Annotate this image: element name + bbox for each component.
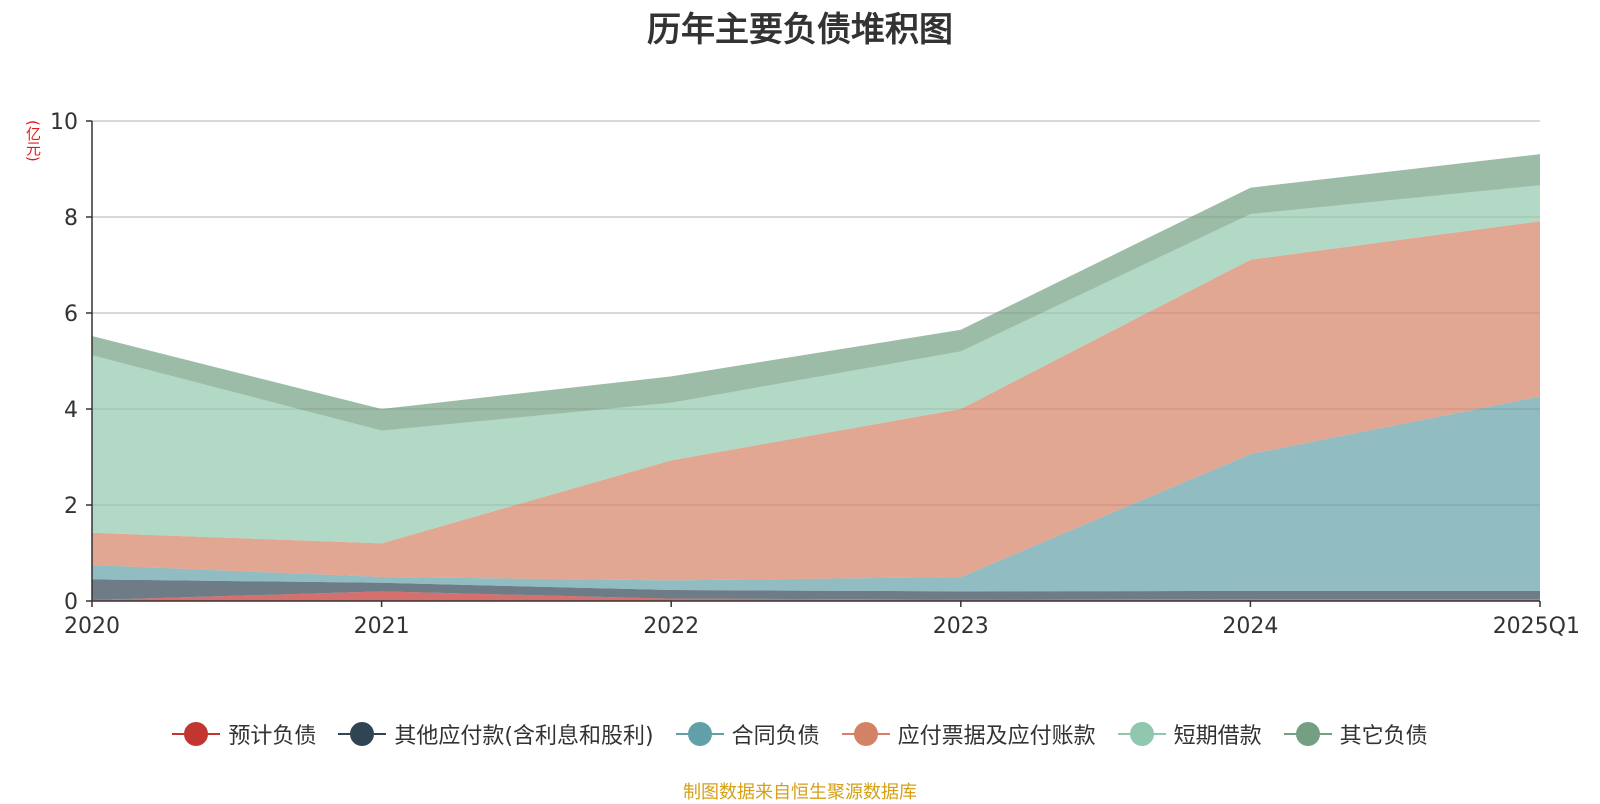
legend-item[interactable]: 合同负债 xyxy=(675,718,820,750)
legend-marker-icon xyxy=(338,721,387,747)
legend-item[interactable]: 其它负债 xyxy=(1283,718,1428,750)
x-tick-label: 2024 xyxy=(1222,614,1278,639)
legend-label: 短期借款 xyxy=(1173,724,1262,749)
x-tick-label: 2020 xyxy=(64,614,120,639)
legend-marker-icon xyxy=(1283,721,1332,747)
y-tick-label: 8 xyxy=(64,206,78,231)
legend-item[interactable]: 短期借款 xyxy=(1117,718,1262,750)
x-tick-labels: 2020 2021 2022 2023 2024 2025Q1 xyxy=(64,614,1580,639)
legend-label: 应付票据及应付账款 xyxy=(897,724,1096,749)
series-area xyxy=(92,185,1540,544)
series-areas xyxy=(92,154,1540,601)
legend-label: 其它负债 xyxy=(1339,724,1428,749)
legend-marker-icon xyxy=(172,721,221,747)
legend-marker-icon xyxy=(675,721,724,747)
y-axis-unit-label: (亿元) xyxy=(24,120,42,162)
legend-marker-icon xyxy=(841,721,890,747)
y-tick-labels: 0 2 4 6 8 10 xyxy=(50,110,78,615)
chart-title: 历年主要负债堆积图 xyxy=(647,10,953,50)
y-tick-label: 4 xyxy=(64,398,78,423)
series-area xyxy=(92,221,1540,581)
legend-label: 预计负债 xyxy=(228,724,317,749)
source-footer: 制图数据来自恒生聚源数据库 xyxy=(683,782,917,803)
legend-marker-icon xyxy=(1117,721,1166,747)
legend-item[interactable]: 预计负债 xyxy=(172,718,316,750)
series-area xyxy=(92,396,1540,592)
legend-item[interactable]: 应付票据及应付账款 xyxy=(841,718,1096,750)
y-tick-label: 0 xyxy=(64,590,78,615)
legend-item[interactable]: 其他应付款(含利息和股利) xyxy=(338,718,654,750)
y-tick-label: 6 xyxy=(64,302,78,327)
axes xyxy=(86,120,1541,607)
legend-label: 合同负债 xyxy=(731,724,820,749)
x-tick-label: 2022 xyxy=(643,614,699,639)
y-tick-label: 2 xyxy=(64,494,78,519)
x-tick-label: 2021 xyxy=(354,614,410,639)
series-area xyxy=(92,591,1540,601)
x-tick-label: 2025Q1 xyxy=(1493,614,1580,639)
series-area xyxy=(92,579,1540,600)
x-tick-label: 2023 xyxy=(933,614,989,639)
series-area xyxy=(92,154,1540,431)
legend-label: 其他应付款(含利息和股利) xyxy=(394,724,654,749)
legend: 预计负债 其他应付款(含利息和股利) 合同负债 应付票据及应付账款 短期借款 其它负债 xyxy=(0,718,1600,750)
y-tick-label: 10 xyxy=(50,110,78,135)
